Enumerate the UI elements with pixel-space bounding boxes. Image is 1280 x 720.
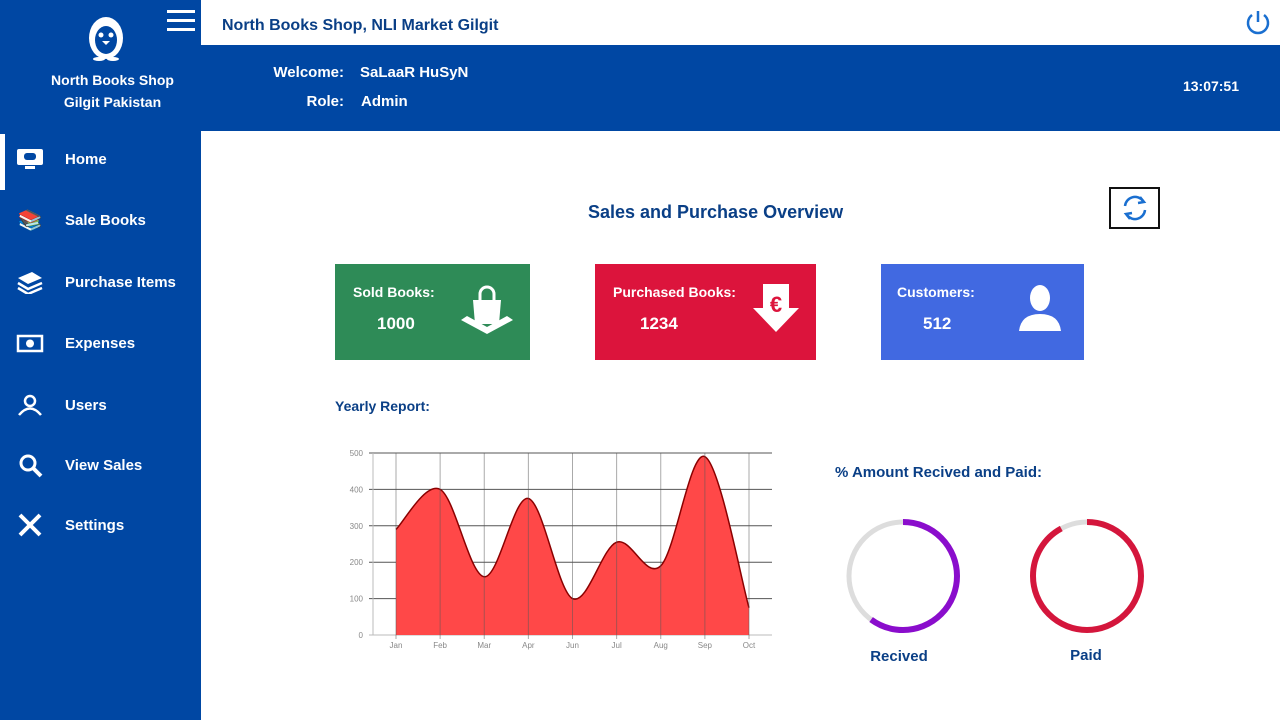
brand-location: Gilgit Pakistan [63, 94, 162, 110]
role-value: Admin [361, 93, 408, 110]
sold-books-value: 1000 [377, 314, 415, 333]
svg-text:€: € [770, 292, 782, 317]
yearly-report-chart: 0 100 200 300 400 500 Jan Feb Mar Apr Jun Jul Aug Sep… [350, 449, 772, 650]
sidebar-item-expenses[interactable]: Expenses [0, 318, 201, 368]
role-label: Role: [306, 93, 345, 110]
received-label: Recived [870, 648, 928, 665]
sidebar-item-purchase-items[interactable]: Purchase Items [0, 257, 201, 307]
y-tick-label: 200 [350, 558, 364, 567]
y-tick-label: 100 [350, 595, 364, 604]
amount-label: % Amount Recived and Paid: [835, 464, 1042, 481]
users-icon [16, 391, 44, 419]
refresh-icon [1123, 195, 1146, 221]
sidebar-item-home[interactable]: Home [0, 134, 201, 190]
x-tick-label: Feb [433, 641, 447, 650]
shopping-bag-icon [461, 285, 513, 334]
y-tick-label: 500 [350, 449, 364, 458]
money-icon [16, 329, 44, 357]
welcome-value: SaLaaR HuSyN [360, 64, 469, 81]
paid-donut [1030, 519, 1144, 633]
book-stack-icon [16, 268, 44, 296]
sold-books-card: Sold Books: 1000 [335, 264, 530, 360]
x-tick-label: Jul [612, 641, 622, 650]
books-icon: 📚 [17, 209, 43, 232]
brand-name: North Books Shop [51, 72, 174, 88]
donut-arc [1030, 519, 1144, 633]
power-icon[interactable] [1244, 8, 1272, 36]
hamburger-menu-button[interactable] [167, 10, 195, 32]
received-donut [846, 519, 960, 633]
donut-arc [846, 519, 960, 633]
x-tick-label: Aug [654, 641, 668, 650]
purchased-books-value: 1234 [640, 314, 678, 333]
customers-card: Customers: 512 [881, 264, 1084, 360]
x-tick-label: Jan [390, 641, 403, 650]
refresh-button[interactable] [1109, 187, 1160, 229]
tools-icon [16, 511, 44, 539]
page-title: Sales and Purchase Overview [588, 202, 844, 222]
y-tick-label: 300 [350, 522, 364, 531]
x-tick-label: Mar [477, 641, 491, 650]
shop-name: North Books Shop, NLI Market Gilgit [222, 17, 499, 34]
user-header: Welcome: SaLaaR HuSyN Role: Admin 13:07:… [201, 45, 1280, 131]
sidebar-item-sale-books[interactable]: 📚 Sale Books [0, 195, 201, 245]
search-icon [16, 451, 44, 479]
x-tick-label: Apr [522, 641, 535, 650]
sidebar: North Books Shop Gilgit Pakistan Home 📚 S… [0, 0, 201, 720]
sidebar-item-view-sales[interactable]: View Sales [0, 440, 201, 490]
welcome-label: Welcome: [273, 64, 344, 81]
penguin-logo-icon [89, 17, 123, 61]
sidebar-item-settings[interactable]: Settings [0, 500, 201, 550]
customers-value: 512 [923, 314, 952, 333]
clock: 13:07:51 [1182, 78, 1239, 94]
x-tick-label: Sep [698, 641, 713, 650]
x-tick-label: Jun [566, 641, 579, 650]
purchased-books-card: Purchased Books: 1234 € [595, 264, 816, 360]
user-icon [1019, 285, 1061, 331]
top-bar: North Books Shop, NLI Market Gilgit [201, 0, 1280, 45]
euro-down-arrow-icon: € [753, 284, 799, 332]
y-tick-label: 0 [359, 631, 364, 640]
yearly-report-label: Yearly Report: [335, 398, 430, 414]
paid-label: Paid [1070, 647, 1102, 664]
x-tick-label: Oct [743, 641, 756, 650]
sidebar-item-users[interactable]: Users [0, 380, 201, 430]
monitor-icon [16, 145, 44, 173]
y-tick-label: 400 [350, 485, 364, 494]
